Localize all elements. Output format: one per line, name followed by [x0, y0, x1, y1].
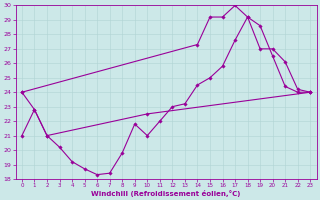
X-axis label: Windchill (Refroidissement éolien,°C): Windchill (Refroidissement éolien,°C): [92, 190, 241, 197]
